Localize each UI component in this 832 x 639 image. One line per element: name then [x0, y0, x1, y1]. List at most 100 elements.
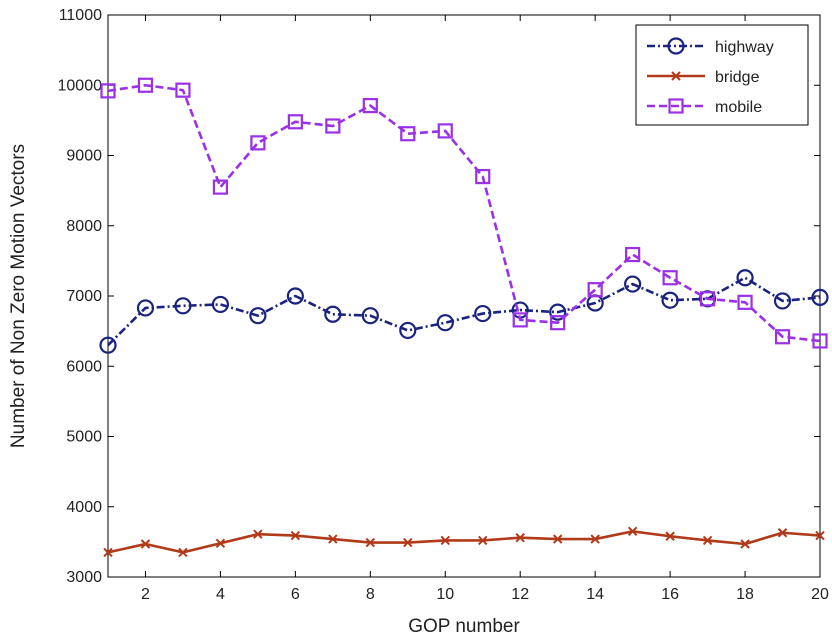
y-tick-label: 10000 — [58, 77, 103, 94]
y-tick-label: 11000 — [59, 7, 102, 24]
data-point-mobile — [212, 179, 229, 195]
data-point-highway — [174, 297, 192, 315]
data-point-mobile — [774, 329, 791, 345]
x-tick-label: 18 — [736, 586, 754, 603]
data-point-bridge — [140, 539, 151, 549]
x-tick-label: 4 — [216, 586, 225, 603]
series-layer — [99, 77, 829, 558]
data-point-highway — [211, 295, 230, 314]
data-point-bridge — [290, 530, 301, 541]
data-point-highway — [324, 305, 342, 323]
data-point-mobile — [137, 77, 154, 93]
data-point-bridge-stroke-b — [552, 534, 563, 544]
x-axis-label: GOP number — [408, 616, 520, 637]
data-point-highway — [811, 288, 829, 307]
y-tick-label: 4000 — [66, 499, 102, 516]
data-point-bridge-stroke-b — [702, 535, 713, 546]
y-tick-label: 3000 — [66, 569, 102, 586]
data-point-bridge — [777, 528, 788, 538]
data-point-mobile — [662, 270, 678, 286]
data-point-bridge — [478, 535, 488, 546]
data-point-bridge — [702, 535, 713, 546]
legend: highway bridge mobile — [635, 24, 809, 126]
data-point-mobile — [737, 294, 753, 310]
x-tick-label: 8 — [366, 586, 375, 603]
data-point-mobile — [437, 123, 453, 139]
data-point-bridge-stroke-b — [365, 537, 376, 548]
data-point-highway — [399, 321, 417, 340]
data-point-bridge — [740, 539, 750, 549]
data-point-mobile — [475, 168, 491, 185]
y-axis-label: Number of Non Zero Motion Vectors — [8, 144, 29, 448]
data-point-mobile — [250, 135, 266, 151]
x-tick-label: 12 — [511, 586, 529, 603]
data-point-bridge-stroke-b — [140, 539, 151, 549]
data-point-bridge — [215, 538, 226, 548]
data-point-bridge — [627, 526, 638, 537]
data-point-mobile — [699, 291, 716, 307]
data-point-bridge — [815, 530, 825, 541]
data-point-highway — [136, 299, 155, 317]
data-point-highway — [474, 304, 492, 323]
data-point-highway — [361, 307, 379, 325]
data-point-bridge — [552, 534, 563, 544]
data-point-highway — [773, 292, 792, 310]
data-point-bridge-stroke-b — [328, 534, 338, 544]
data-point-bridge — [365, 537, 376, 548]
data-point-highway — [549, 303, 567, 321]
legend-label-bridge: bridge — [715, 69, 760, 86]
data-point-bridge-stroke-b — [290, 530, 301, 541]
data-point-bridge — [403, 537, 413, 548]
data-point-bridge — [178, 547, 188, 558]
x-tick-label: 2 — [141, 586, 150, 603]
data-point-bridge-stroke-b — [178, 547, 188, 558]
legend-marker-mobile — [668, 98, 684, 114]
legend-marker-highway — [667, 37, 685, 55]
y-axis: 3000 4000 5000 6000 7000 8000 9000 10000 11000 — [58, 7, 820, 586]
x-tick-label: 16 — [661, 586, 679, 603]
data-point-mobile — [362, 98, 378, 114]
data-point-bridge — [328, 534, 338, 544]
data-point-highway — [286, 287, 304, 305]
data-point-bridge — [440, 535, 450, 546]
data-point-mobile — [625, 246, 641, 263]
y-tick-label: 5000 — [66, 429, 102, 446]
series-bridge — [103, 526, 825, 558]
data-point-highway — [661, 291, 679, 309]
data-point-bridge — [665, 531, 675, 541]
data-point-bridge-stroke-b — [777, 528, 788, 538]
legend-marker-bridge-stroke-b — [671, 71, 681, 81]
x-tick-label: 14 — [586, 586, 604, 603]
data-point-mobile — [325, 118, 341, 134]
data-point-bridge-stroke-b — [740, 539, 750, 549]
x-tick-label: 6 — [291, 586, 300, 603]
data-point-highway — [249, 307, 267, 325]
y-tick-label: 6000 — [66, 358, 102, 375]
data-point-highway — [99, 336, 117, 354]
x-tick-label: 10 — [436, 586, 454, 603]
data-point-mobile — [587, 282, 603, 298]
data-point-highway — [624, 275, 642, 293]
data-point-bridge-stroke-b — [627, 526, 638, 537]
series-line-bridge — [107, 530, 821, 554]
data-point-bridge-stroke-b — [103, 547, 113, 558]
data-point-mobile — [812, 333, 828, 349]
y-tick-label: 8000 — [66, 218, 102, 235]
data-point-mobile — [550, 315, 566, 331]
data-point-bridge — [103, 547, 113, 558]
legend-label-highway: highway — [715, 39, 774, 56]
data-point-bridge-stroke-b — [590, 534, 600, 544]
y-tick-label: 7000 — [66, 288, 102, 305]
y-tick-label: 9000 — [66, 148, 102, 165]
legend-label-mobile: mobile — [715, 99, 762, 116]
data-point-bridge — [590, 534, 600, 544]
data-point-highway — [436, 314, 454, 332]
data-point-mobile — [512, 312, 528, 328]
data-point-bridge-stroke-b — [515, 532, 525, 543]
data-point-mobile — [287, 114, 303, 130]
data-point-bridge-stroke-b — [478, 535, 488, 546]
data-point-bridge-stroke-b — [403, 537, 413, 548]
data-point-bridge-stroke-b — [253, 529, 263, 539]
data-point-bridge — [515, 532, 525, 543]
